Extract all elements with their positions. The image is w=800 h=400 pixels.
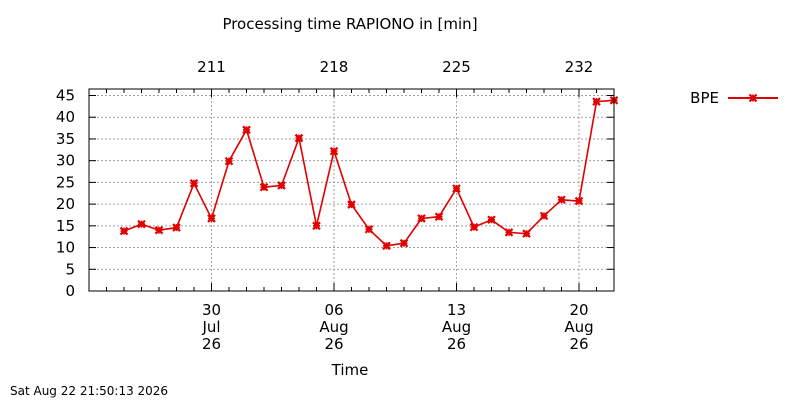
y-tick-label: 45 [56, 87, 75, 105]
axis-ticks: 05101520253035404530Jul2606Aug2613Aug262… [56, 58, 615, 353]
data-point [592, 97, 601, 106]
data-point [154, 225, 164, 235]
legend-marker-bpe [748, 93, 758, 103]
data-point [487, 215, 496, 225]
data-point [469, 222, 479, 232]
x2-tick-label: 225 [442, 58, 471, 76]
data-point [347, 200, 356, 209]
data-point [417, 214, 426, 223]
chart-title: Processing time RAPIONO in [min] [222, 15, 477, 33]
data-point [539, 211, 549, 221]
series-line [123, 99, 615, 247]
data-point [557, 195, 566, 205]
y-tick-label: 35 [56, 130, 75, 148]
y-tick-label: 0 [65, 282, 75, 300]
data-point [522, 229, 531, 238]
x-tick-label: 30 [202, 301, 221, 319]
x-tick-label: Aug [319, 318, 348, 336]
data-point [242, 125, 251, 135]
grid [89, 89, 614, 291]
data-point [574, 196, 584, 206]
x-tick-label: Aug [564, 318, 593, 336]
data-point [504, 228, 514, 237]
data-point [382, 241, 391, 251]
x-tick-label: 26 [202, 335, 221, 353]
y-tick-label: 40 [56, 108, 75, 126]
data-point [329, 146, 339, 156]
y-tick-label: 20 [56, 195, 75, 213]
data-point [119, 226, 129, 236]
y-tick-label: 15 [56, 217, 75, 235]
x-tick-label: Aug [442, 318, 471, 336]
data-point [294, 133, 304, 143]
x-tick-label: 26 [447, 335, 466, 353]
x2-tick-label: 218 [320, 58, 349, 76]
y-tick-label: 5 [65, 260, 75, 278]
data-point [452, 184, 461, 193]
plot-frame [88, 88, 615, 292]
x-tick-label: 06 [324, 301, 343, 319]
data-point [399, 238, 409, 248]
data-point [312, 221, 321, 231]
x-tick-label: 26 [569, 335, 588, 353]
data-point [259, 182, 269, 192]
y-tick-label: 10 [56, 239, 75, 257]
y-tick-label: 25 [56, 173, 75, 191]
x2-tick-label: 232 [565, 58, 594, 76]
x2-tick-label: 211 [197, 58, 226, 76]
data-point [277, 181, 286, 190]
data-point [189, 178, 199, 188]
legend-label-bpe: BPE [690, 89, 719, 107]
data-point [224, 156, 234, 166]
data-point [364, 225, 374, 234]
x-tick-label: 20 [569, 301, 588, 319]
legend-point [748, 93, 758, 103]
data-point [137, 219, 146, 229]
timestamp: Sat Aug 22 21:50:13 2026 [10, 384, 168, 398]
data-point [172, 223, 181, 232]
series-layer [119, 96, 619, 251]
data-point [207, 214, 216, 223]
x-tick-label: Jul [201, 318, 220, 336]
data-point [434, 212, 444, 221]
x-axis-label: Time [331, 361, 369, 379]
x-tick-label: 13 [447, 301, 466, 319]
y-tick-label: 30 [56, 152, 75, 170]
x-tick-label: 26 [324, 335, 343, 353]
legend: BPE [690, 89, 778, 107]
